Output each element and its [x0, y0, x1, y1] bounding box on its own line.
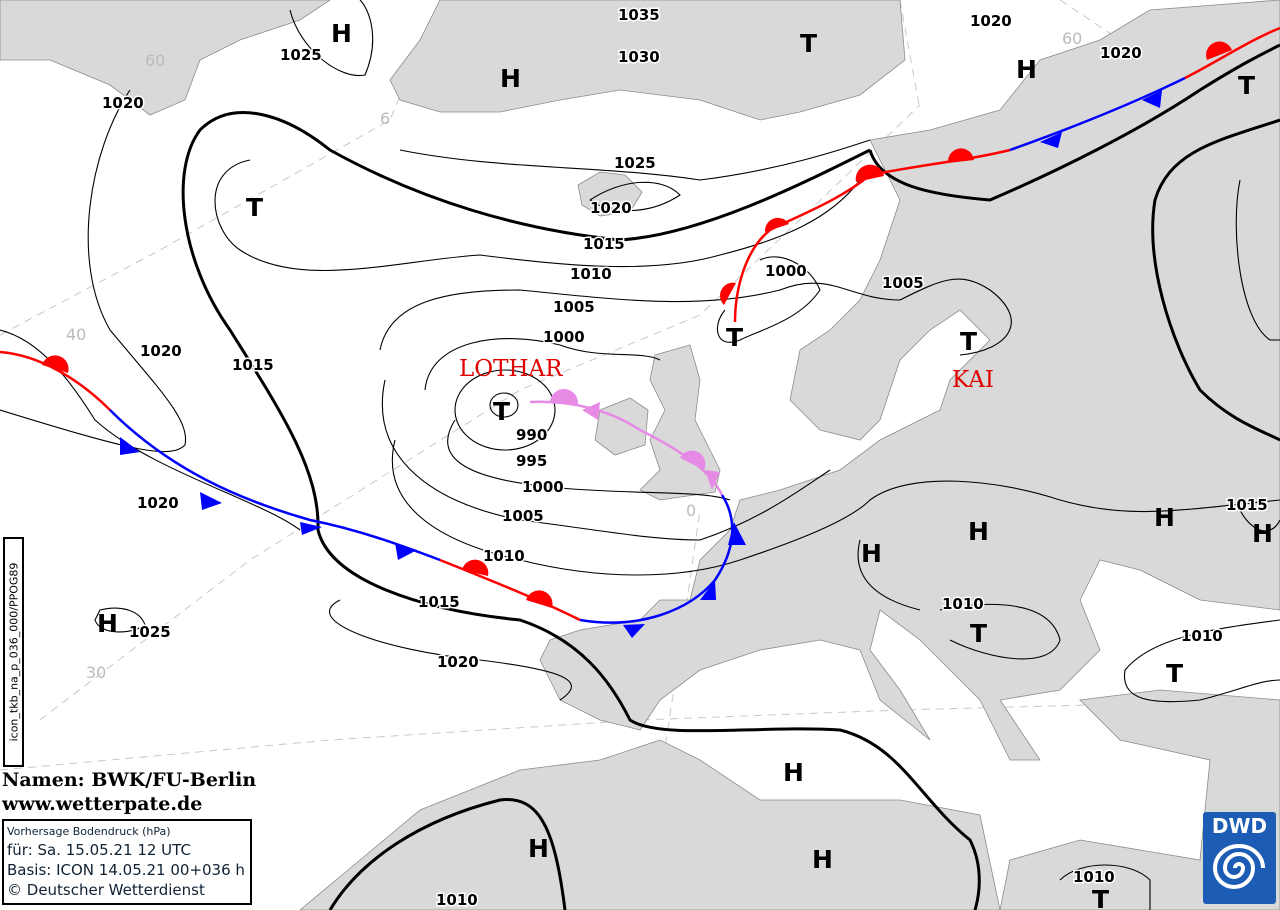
isobar-label: 1010: [570, 265, 612, 283]
ireland: [594, 397, 649, 456]
copyright: © Deutscher Wetterdienst: [7, 881, 205, 899]
low-pressure-marker: T: [1166, 659, 1183, 688]
dwd-logo-text: DWD: [1211, 814, 1268, 838]
isobar-label: 1020: [140, 342, 182, 360]
cold-front-atlantic: [109, 409, 441, 562]
isobar-label: 1020: [590, 199, 632, 217]
high-pressure-marker: H: [500, 64, 521, 93]
isobar-label: 1010: [1073, 868, 1115, 886]
cold-front-symbols: [120, 90, 1162, 638]
isobar-label: 1025: [614, 154, 656, 172]
low-name-lothar: LOTHAR: [459, 356, 563, 382]
low-pressure-marker: T: [493, 397, 510, 426]
warm-front-northeast: [1184, 26, 1280, 80]
valid-time: für: Sa. 15.05.21 12 UTC: [7, 841, 191, 859]
low-pressure-marker: T: [726, 323, 743, 352]
info-box: Vorhersage Bodendruck (hPa) für: Sa. 15.…: [2, 819, 252, 905]
low-pressure-marker: T: [1238, 71, 1255, 100]
low-pressure-marker: T: [800, 29, 817, 58]
isobar-label: 1015: [1226, 496, 1268, 514]
occlusion-symbols: [550, 388, 720, 490]
cold-front-north: [1009, 76, 1186, 152]
low-pressure-marker: T: [1092, 885, 1109, 910]
isobar-label: 1020: [970, 12, 1012, 30]
grid-label: 40: [66, 325, 86, 344]
high-pressure-marker: H: [331, 19, 352, 48]
isobar-label: 1000: [765, 262, 807, 280]
isobar-label: 1005: [882, 274, 924, 292]
swirl-icon: [1212, 844, 1265, 889]
isobar-label: 1020: [102, 94, 144, 112]
high-pressure-marker: H: [1252, 519, 1273, 548]
dwd-logo: DWD: [1203, 812, 1276, 904]
low-pressure-marker: T: [970, 619, 987, 648]
warm-front-west: [0, 350, 111, 411]
high-pressure-marker: H: [528, 834, 549, 863]
isobar-label: 1005: [502, 507, 544, 525]
iceland: [577, 171, 643, 217]
high-pressure-marker: H: [812, 845, 833, 874]
grid-label: 30: [86, 663, 106, 682]
product-code: icon_tkb_na_p_036_000/PPOG89: [7, 562, 20, 742]
isobar-label: 1010: [436, 891, 478, 909]
africa: [299, 739, 1001, 910]
isobar-label: 990: [516, 426, 547, 444]
isobar-label: 995: [516, 452, 547, 470]
low-pressure-marker: T: [960, 327, 977, 356]
names-credit: Namen: BWK/FU-Berlin: [2, 769, 257, 791]
grid-label: 0: [686, 501, 696, 520]
warm-front-biscay: [439, 558, 581, 622]
canada-landmass: [0, 0, 331, 116]
greenland: [389, 0, 906, 121]
europe: [539, 0, 1280, 761]
isobar-label: 1035: [618, 6, 660, 24]
fronts: [0, 26, 1280, 638]
grid-label: 6: [380, 109, 390, 128]
warm-front-north: [733, 148, 1011, 323]
high-pressure-marker: H: [968, 517, 989, 546]
isobar-label: 1025: [129, 623, 171, 641]
isobar-label: 1005: [553, 298, 595, 316]
isobar-label: 1030: [618, 48, 660, 66]
warm-front-symbols: [42, 41, 1232, 608]
credits: Namen: BWK/FU-Berlin www.wetterpate.de: [2, 768, 256, 816]
isobar-label: 1015: [583, 235, 625, 253]
grid-labels: 60 6 40 30 0 60: [66, 29, 1082, 682]
low-pressure-marker: T: [246, 193, 263, 222]
isobar-label: 1015: [418, 593, 460, 611]
low-name-kai: KAI: [952, 367, 994, 393]
isobar-label: 1020: [137, 494, 179, 512]
isobar-label: 1000: [522, 478, 564, 496]
grid-label: 60: [1062, 29, 1082, 48]
product-code-box: icon_tkb_na_p_036_000/PPOG89: [3, 537, 24, 767]
high-pressure-marker: H: [783, 758, 804, 787]
cold-front-france: [579, 494, 734, 624]
model-basis: Basis: ICON 14.05.21 00+036 h: [7, 861, 245, 879]
grid-label: 60: [145, 51, 165, 70]
isobar-label: 1020: [437, 653, 479, 671]
isobar-label: 1010: [942, 595, 984, 613]
isobar-label: 1020: [1100, 44, 1142, 62]
website-link[interactable]: www.wetterpate.de: [2, 793, 203, 815]
isobar-label: 1010: [483, 547, 525, 565]
isobar-label: 1015: [232, 356, 274, 374]
high-pressure-marker: H: [97, 609, 118, 638]
isobar-label: 1010: [1181, 627, 1223, 645]
high-pressure-marker: H: [1016, 55, 1037, 84]
map-title: Vorhersage Bodendruck (hPa): [7, 825, 171, 838]
high-pressure-marker: H: [1154, 503, 1175, 532]
high-pressure-marker: H: [861, 539, 882, 568]
isobar-label: 1025: [280, 46, 322, 64]
isobar-label: 1000: [543, 328, 585, 346]
pressure-centres: H H T H T T T T H H H H T T H H H T H T …: [97, 19, 1273, 910]
isobar-labels: 1025 1020 1035 1030 1020 1020 1025 1020 …: [101, 5, 1270, 910]
